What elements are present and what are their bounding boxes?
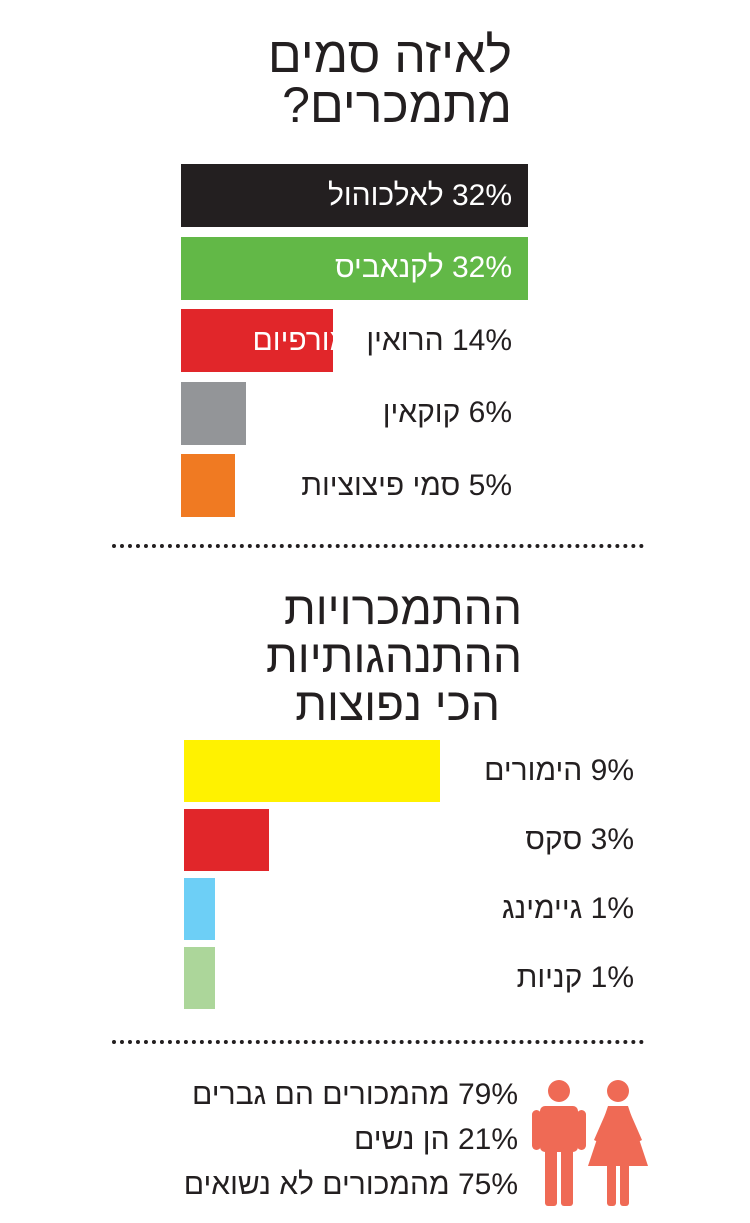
- bar-category-label: סמי פיצוציות: [301, 468, 461, 502]
- man-woman-icon: [532, 1080, 648, 1206]
- bar-category-label-2: ומורפיום: [252, 323, 358, 357]
- bar-value-label: 6%: [468, 396, 512, 429]
- bar-label-3: 1% גיימינג: [502, 891, 634, 927]
- bar-category-label: סקס: [525, 823, 583, 856]
- dotted-divider: [112, 1040, 644, 1044]
- bar-category-label: לקנאביס: [334, 251, 444, 284]
- bar-category-label: קוקאין: [382, 396, 461, 429]
- bar-value-label: 32%: [451, 178, 512, 212]
- bar-category-label: הימורים: [484, 754, 583, 787]
- bar-1: [184, 740, 440, 802]
- stat-women: 21% הן נשים: [353, 1123, 518, 1156]
- bar-label-4: 1% קניות: [517, 960, 634, 996]
- stat-men: 79% מהמכורים הם גברים: [192, 1078, 518, 1111]
- drugs-title-line-1: לאיזה סמים: [267, 27, 512, 83]
- bar-label-1: 32% לאלכוהול: [328, 178, 512, 214]
- dotted-divider: [112, 544, 644, 548]
- bar-4: [184, 947, 215, 1009]
- bar-label-2: 3% סקס: [525, 822, 634, 858]
- behavior-title-line-2: ההתנהגותיות: [265, 630, 522, 682]
- bar-3: [181, 309, 333, 372]
- bar-1: [181, 164, 528, 227]
- behavior-title-line-3: הכי נפוצות: [295, 678, 500, 730]
- bar-value-label: 1%: [590, 892, 634, 925]
- stat-unmarried: 75% מהמכורים לא נשואים: [183, 1168, 518, 1201]
- bar-value-label: 32%: [451, 251, 512, 284]
- bar-label-4: 6% קוקאין: [383, 395, 512, 431]
- drugs-title-line-2: מתמכרים?: [282, 77, 512, 133]
- bar-value-label: 14%: [451, 323, 512, 357]
- bar-value-label: 1%: [590, 961, 634, 994]
- bar-label-3: 14% הרואין ומורפיום: [252, 323, 512, 359]
- bar-3: [184, 878, 215, 940]
- bar-value-label: 9%: [590, 754, 634, 787]
- drugs-chart-title: לאיזה סמים מתמכרים?: [268, 30, 512, 130]
- bar-5: [181, 454, 236, 517]
- bar-value-label: 3%: [590, 823, 634, 856]
- bar-category-label: לאלכוהול: [327, 178, 444, 212]
- bar-category-label: הרואין: [366, 323, 444, 357]
- bar-category-label: גיימינג: [501, 892, 583, 925]
- bar-label-2: 32% לקנאביס: [335, 250, 512, 286]
- bar-label-1: 9% הימורים: [484, 753, 634, 789]
- bar-label-5: 5% סמי פיצוציות: [301, 468, 512, 504]
- behavior-chart-title: ההתמכרויות ההתנהגותיות הכי נפוצות: [266, 584, 522, 728]
- bar-4: [181, 381, 247, 445]
- bar-2: [184, 809, 270, 871]
- bar-2: [181, 236, 528, 300]
- behavior-title-line-1: ההתמכרויות: [283, 582, 522, 634]
- bar-category-label: קניות: [516, 961, 583, 994]
- bar-value-label: 5%: [468, 468, 512, 502]
